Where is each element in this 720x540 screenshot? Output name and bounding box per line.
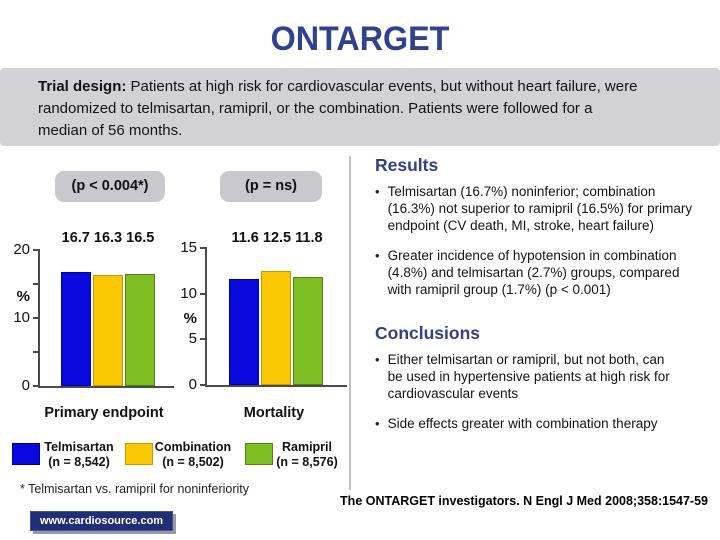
chart-title-primary-endpoint: Primary endpoint [44, 405, 164, 421]
y-axis-label: % [16, 288, 30, 305]
y-tick-label: 20 [13, 241, 30, 258]
slide-title: ONTARGET [270, 20, 450, 58]
trial-design-label: Trial design: [38, 78, 127, 95]
legend-swatch-telmisartan [12, 443, 40, 465]
legend-n: (n = 8,576) [276, 455, 338, 469]
bullet-icon: • [375, 248, 380, 263]
trial-design-box: Trial design: Patients at high risk for … [0, 68, 720, 146]
conclusions-bullet-2-text: Side effects greater with combination th… [387, 416, 658, 431]
legend-name: Combination [154, 440, 232, 454]
y-tick [200, 384, 207, 386]
y-tick [200, 338, 207, 341]
legend-label-combination: Combination (n = 8,502) [152, 440, 234, 470]
y-tick [200, 292, 207, 295]
legend-swatch-ramipril [245, 443, 273, 465]
legend-name: Telmisartan [44, 440, 114, 454]
primary-endpoint-chart: % 0 10 20 [13, 241, 174, 394]
results-bullets: • Telmisartan (16.7%) noninferior; combi… [375, 183, 709, 311]
p-value-badge-mortality: (p = ns) [220, 171, 322, 202]
y-tick [33, 317, 40, 319]
legend-label-ramipril: Ramipril (n = 8,576) [266, 440, 348, 470]
mortality-chart: % 0 5 10 15 [180, 239, 347, 393]
conclusions-heading: Conclusions [375, 323, 481, 343]
y-tick [33, 249, 40, 251]
legend-n: (n = 8,542) [48, 455, 110, 469]
y-tick [33, 385, 40, 387]
legend-label-telmisartan: Telmisartan (n = 8,542) [38, 440, 120, 470]
chart-title-mortality: Mortality [243, 405, 305, 421]
bullet-icon: • [375, 352, 380, 367]
legend-n: (n = 8,502) [162, 455, 224, 469]
y-tick-label: 10 [13, 309, 30, 326]
y-tick [33, 283, 40, 285]
results-bullet-2: • Greater incidence of hypotension in co… [375, 247, 709, 298]
y-tick [200, 247, 207, 249]
bar-combination [261, 270, 291, 385]
y-tick-label: 5 [188, 330, 197, 348]
bullet-icon: • [375, 184, 380, 199]
results-bullet-1-text: Telmisartan (16.7%) noninferior; combina… [387, 184, 693, 233]
y-tick [33, 351, 40, 353]
bar-combination [93, 275, 123, 386]
bar-ramipril [125, 273, 155, 386]
y-tick-label: 0 [21, 377, 30, 394]
citation: The ONTARGET investigators. N Engl J Med… [340, 494, 708, 508]
results-bullet-2-text: Greater incidence of hypotension in comb… [387, 248, 680, 297]
legend-swatch-combination [125, 443, 153, 465]
bar-telmisartan [229, 279, 259, 385]
y-axis-label: % [183, 310, 197, 327]
conclusions-bullet-2: • Side effects greater with combination … [375, 415, 709, 432]
results-heading: Results [375, 155, 439, 175]
cardiosource-link[interactable]: www.cardiosource.com [30, 511, 174, 531]
bar-values-primary-endpoint: 16.7 16.3 16.5 [61, 230, 155, 246]
conclusions-bullet-1-text: Either telmisartan or ramipril, but not … [387, 352, 670, 401]
bar-telmisartan [61, 272, 91, 386]
bar-values-mortality: 11.6 12.5 11.8 [231, 230, 323, 246]
y-tick-label: 0 [188, 376, 197, 393]
bullet-icon: • [375, 416, 380, 431]
legend-name: Ramipril [281, 440, 332, 454]
results-bullet-1: • Telmisartan (16.7%) noninferior; combi… [375, 183, 709, 234]
vertical-divider [349, 156, 351, 490]
conclusions-bullet-1: • Either telmisartan or ramipril, but no… [375, 351, 709, 402]
bar-ramipril [293, 277, 323, 385]
p-value-badge-primary-endpoint: (p < 0.004*) [55, 171, 165, 202]
conclusions-bullets: • Either telmisartan or ramipril, but no… [375, 351, 709, 445]
y-tick-label: 15 [180, 239, 197, 256]
noninferiority-footnote: * Telmisartan vs. ramipril for noninferi… [20, 482, 250, 496]
trial-design-text: Patients at high risk for cardiovascular… [38, 78, 638, 139]
y-tick-label: 10 [180, 284, 197, 302]
